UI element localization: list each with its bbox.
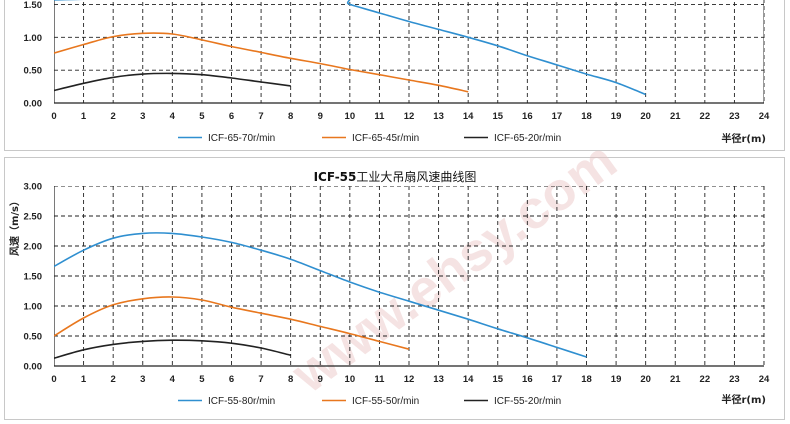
y-tick-label: 1.00 [24, 302, 43, 313]
y-tick-label: 1.50 [24, 272, 43, 283]
x-tick-label: 1 [81, 374, 87, 385]
x-tick-label: 0 [51, 374, 56, 385]
x-tick-label: 10 [345, 111, 356, 122]
gridlines [54, 186, 764, 366]
series-line-icf-65-45r-min [54, 32, 469, 93]
series-line-icf-55-80r-min [54, 232, 587, 358]
x-tick-label: 9 [318, 374, 323, 385]
y-tick-label: 0.50 [24, 332, 43, 343]
x-tick-label: 2 [111, 374, 116, 385]
x-tick-label: 4 [170, 374, 176, 385]
x-tick-label: 5 [199, 374, 205, 385]
chart-1: 0 1 2 3 4 5 6 7 8 9 10 11 12 13 14 15 16 17 18 19 20 21 22 23 24… [24, 0, 770, 145]
x-tick-label: 12 [404, 374, 415, 385]
y-tick-label: 1.00 [24, 33, 43, 44]
x-tick-label: 9 [318, 111, 323, 122]
series-line-icf-55-50r-min [54, 296, 410, 350]
x-tick-label: 20 [640, 111, 651, 122]
x-tick-label: 0 [51, 111, 56, 122]
x-tick-label: 15 [492, 111, 503, 122]
x-tick-label: 17 [552, 374, 563, 385]
x-tick-label: 6 [229, 374, 234, 385]
x-tick-label: 7 [258, 111, 263, 122]
legend-label: ICF-65-20r/min [494, 133, 561, 144]
legend-label: ICF-65-70r/min [208, 133, 275, 144]
x-tick-label: 5 [199, 111, 205, 122]
series-line-icf-65-20r-min [54, 72, 291, 92]
legend-label: ICF-55-80r/min [208, 396, 275, 407]
x-tick-label: 1 [81, 111, 87, 122]
legend: ICF-55-80r/min ICF-55-50r/min ICF-55-20r/m… [178, 396, 561, 407]
x-tick-label: 16 [522, 374, 533, 385]
legend-label: ICF-55-20r/min [494, 396, 561, 407]
x-tick-label: 21 [670, 374, 681, 385]
legend: ICF-65-70r/min ICF-65-45r/min ICF-65-20r/m… [178, 133, 561, 144]
x-tick-label: 19 [611, 374, 622, 385]
x-axis-label: 半径r(m) [722, 393, 767, 406]
y-tick-label: 0.00 [24, 362, 43, 373]
x-tick-label: 19 [611, 111, 622, 122]
series-lines [54, 232, 587, 359]
chart-title: ICF-55工业大吊扇风速曲线图 [314, 169, 477, 184]
x-tick-label: 24 [759, 111, 770, 122]
x-tick-label: 21 [670, 111, 681, 122]
series-line-icf-55-20r-min [54, 339, 291, 359]
y-tick-label: 3.00 [24, 182, 43, 193]
x-tick-label: 8 [288, 374, 293, 385]
y-tick-label: 1.50 [24, 0, 43, 11]
x-tick-label: 3 [140, 111, 145, 122]
x-tick-label: 8 [288, 111, 293, 122]
x-tick-label: 6 [229, 111, 234, 122]
x-tick-label: 18 [581, 111, 592, 122]
gridlines [54, 0, 764, 103]
x-axis-label: 半径r(m) [722, 132, 767, 145]
chart-title-text: 工业大吊扇风速曲线图 [356, 169, 476, 184]
legend-label: ICF-65-45r/min [352, 133, 419, 144]
x-tick-label: 11 [374, 111, 385, 122]
x-tick-label: 13 [433, 111, 444, 122]
chart-2: 0 1 2 3 4 5 6 7 8 9 10 11 12 13 14 15 16 17 18 19 20 21 22 23 24… [8, 169, 770, 407]
x-tick-label: 16 [522, 111, 533, 122]
x-tick-label: 3 [140, 374, 145, 385]
x-tick-label: 4 [170, 111, 176, 122]
x-tick-label: 11 [374, 374, 385, 385]
y-axis-label: 风速（m/s） [8, 196, 21, 256]
y-tick-label: 0.00 [24, 99, 43, 110]
chart-frame-1 [4, 0, 785, 151]
x-tick-label: 22 [700, 374, 711, 385]
y-tick-label: 2.00 [24, 242, 43, 253]
series-lines [54, 0, 646, 96]
chart-frame-2 [4, 157, 785, 420]
chart-title-model: ICF-55 [314, 170, 357, 184]
x-tick-label: 23 [729, 111, 740, 122]
x-tick-label: 18 [581, 374, 592, 385]
x-tick-label: 10 [345, 374, 356, 385]
x-tick-label: 13 [433, 374, 444, 385]
x-tick-label: 7 [258, 374, 263, 385]
legend-label: ICF-55-50r/min [352, 396, 419, 407]
series-line-icf-65-70r-min [54, 0, 646, 96]
x-tick-label: 14 [463, 374, 474, 385]
x-tick-label: 12 [404, 111, 415, 122]
x-tick-label: 17 [552, 111, 563, 122]
x-tick-label: 24 [759, 374, 770, 385]
x-tick-label: 14 [463, 111, 474, 122]
x-tick-label: 20 [640, 374, 651, 385]
y-tick-label: 2.50 [24, 212, 43, 223]
x-tick-label: 15 [492, 374, 503, 385]
x-tick-label: 23 [729, 374, 740, 385]
x-tick-label: 2 [111, 111, 116, 122]
y-tick-label: 0.50 [24, 66, 43, 77]
x-tick-label: 22 [700, 111, 711, 122]
